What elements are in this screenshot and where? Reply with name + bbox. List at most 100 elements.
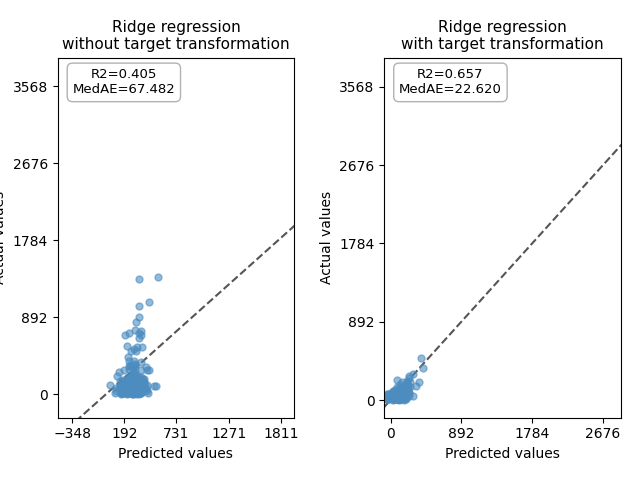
Point bbox=[408, 371, 419, 378]
Point bbox=[394, 394, 404, 401]
Point bbox=[136, 331, 147, 338]
Point bbox=[127, 364, 137, 372]
Point bbox=[396, 394, 406, 401]
Point bbox=[126, 387, 136, 395]
Point bbox=[390, 391, 400, 398]
Point bbox=[385, 393, 396, 400]
Point bbox=[133, 384, 143, 391]
Point bbox=[136, 376, 147, 384]
Point bbox=[389, 394, 399, 401]
Point bbox=[397, 378, 408, 386]
Point bbox=[396, 393, 406, 401]
Point bbox=[132, 380, 142, 388]
Point bbox=[396, 394, 406, 402]
Point bbox=[393, 395, 403, 402]
Point bbox=[390, 395, 401, 403]
Point bbox=[130, 389, 140, 397]
Point bbox=[119, 389, 129, 396]
Point bbox=[132, 344, 142, 351]
Point bbox=[408, 392, 419, 400]
Point bbox=[119, 384, 129, 392]
Point bbox=[124, 377, 134, 384]
Point bbox=[129, 326, 140, 334]
Point bbox=[136, 386, 147, 394]
Point bbox=[124, 388, 134, 396]
Point bbox=[127, 386, 137, 394]
Point bbox=[133, 375, 143, 383]
Point bbox=[405, 383, 415, 391]
Point bbox=[134, 387, 144, 395]
Point bbox=[124, 379, 134, 386]
Point bbox=[403, 382, 413, 390]
Point bbox=[395, 395, 405, 403]
Point bbox=[128, 384, 138, 391]
Point bbox=[400, 391, 410, 398]
Point bbox=[126, 385, 136, 393]
Point bbox=[128, 387, 138, 395]
Point bbox=[129, 373, 140, 381]
Point bbox=[117, 383, 127, 390]
Point bbox=[397, 389, 407, 396]
Point bbox=[124, 381, 134, 388]
Point bbox=[129, 378, 139, 386]
Point bbox=[389, 392, 399, 400]
Point bbox=[128, 389, 138, 396]
Point bbox=[136, 383, 147, 391]
Point bbox=[134, 390, 145, 397]
Point bbox=[390, 388, 401, 396]
Point bbox=[143, 298, 154, 306]
Point bbox=[127, 385, 137, 393]
Point bbox=[136, 384, 146, 392]
Point bbox=[130, 380, 140, 387]
Point bbox=[140, 381, 150, 389]
Point bbox=[400, 386, 410, 394]
Point bbox=[127, 387, 138, 395]
Point bbox=[126, 362, 136, 370]
Point bbox=[384, 393, 394, 400]
Point bbox=[136, 358, 146, 366]
Point bbox=[134, 376, 144, 384]
X-axis label: Predicted values: Predicted values bbox=[118, 447, 234, 461]
Point bbox=[404, 392, 415, 399]
Point bbox=[403, 388, 413, 396]
Point bbox=[139, 378, 149, 386]
Point bbox=[129, 384, 139, 392]
Point bbox=[123, 354, 133, 361]
Point bbox=[400, 386, 410, 394]
Point bbox=[388, 396, 398, 404]
Point bbox=[381, 394, 392, 401]
Point bbox=[122, 376, 132, 384]
Point bbox=[391, 385, 401, 393]
Point bbox=[394, 395, 404, 402]
Point bbox=[394, 395, 404, 403]
Point bbox=[128, 388, 138, 396]
Point bbox=[116, 386, 127, 394]
Point bbox=[386, 393, 396, 401]
Point bbox=[126, 387, 136, 395]
Point bbox=[401, 389, 412, 397]
Point bbox=[133, 388, 143, 396]
Point bbox=[396, 388, 406, 396]
Point bbox=[122, 389, 132, 397]
Point bbox=[389, 396, 399, 403]
Y-axis label: Actual values: Actual values bbox=[0, 191, 7, 284]
Point bbox=[117, 386, 127, 394]
Point bbox=[392, 376, 402, 384]
Point bbox=[401, 392, 411, 399]
Point bbox=[143, 390, 154, 397]
Point bbox=[391, 388, 401, 396]
Point bbox=[133, 385, 143, 393]
Point bbox=[128, 374, 138, 382]
Point bbox=[388, 387, 399, 395]
Text: R2=0.657
MedAE=22.620: R2=0.657 MedAE=22.620 bbox=[399, 68, 502, 96]
Point bbox=[397, 384, 407, 392]
Point bbox=[132, 382, 143, 389]
Point bbox=[138, 385, 148, 393]
Point bbox=[132, 385, 142, 393]
Point bbox=[133, 389, 143, 396]
Point bbox=[402, 386, 412, 394]
Point bbox=[129, 384, 140, 391]
Point bbox=[131, 385, 141, 393]
Point bbox=[131, 385, 141, 393]
Point bbox=[394, 395, 404, 403]
